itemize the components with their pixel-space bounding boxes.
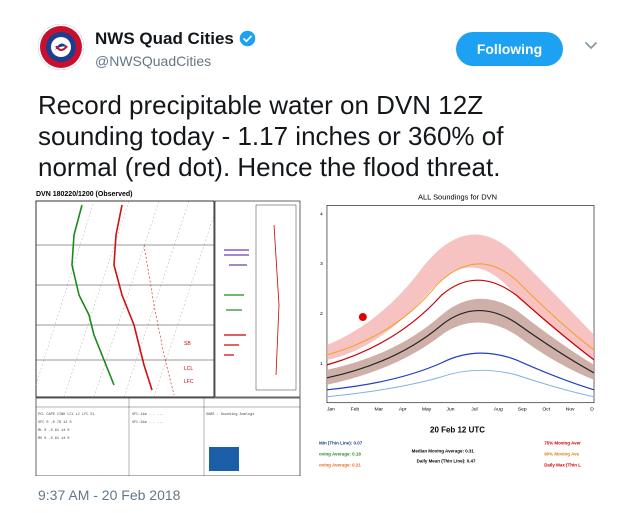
following-button[interactable]: Following xyxy=(456,32,563,66)
nws-logo-icon xyxy=(38,24,84,70)
tweet-text: Record precipitable water on DVN 12Z sou… xyxy=(38,90,598,183)
svg-text:SARS - Sounding Analogs: SARS - Sounding Analogs xyxy=(206,412,254,417)
legend-item: Min (Thin Line): 0.07 xyxy=(319,441,363,446)
avatar[interactable] xyxy=(38,24,84,70)
svg-text:LCL: LCL xyxy=(184,366,193,372)
y-tick-label: 3 xyxy=(320,261,323,267)
record-red-dot xyxy=(358,313,367,322)
legend-item: 75% Moving Aver xyxy=(544,441,581,446)
verified-badge-icon xyxy=(239,30,256,47)
tweet-header: NWS Quad Cities @NWSQuadCities Following xyxy=(38,24,598,74)
chart-title: ALL Soundings for DVN xyxy=(418,192,497,201)
legend-item: oving Average: 0.18 xyxy=(319,452,361,457)
svg-text:SFC-3km ... ...: SFC-3km ... ... xyxy=(132,420,164,425)
svg-text:PCL CAPE CINH LCL LI LFC: PCL CAPE CINH LCL LI LFC EL xyxy=(38,413,95,417)
svg-text:MU 0 -0 91 14 0: MU 0 -0 91 14 0 xyxy=(38,437,70,441)
month-label: Aug xyxy=(494,407,503,413)
month-label: Oct xyxy=(542,407,550,413)
y-tick-label: 1 xyxy=(320,361,323,367)
month-label: Nov xyxy=(566,407,575,413)
legend-item: oving Average: 0.21 xyxy=(319,463,361,468)
month-label: Mar xyxy=(374,407,383,413)
display-name[interactable]: NWS Quad Cities xyxy=(95,29,234,48)
month-label: Feb xyxy=(351,407,360,413)
tweet-text-line: sounding today - 1.17 inches or 360% of xyxy=(38,121,504,151)
sounding-title: DVN 180220/1200 (Observed) xyxy=(36,191,133,198)
tweet-text-line: normal (red dot). Hence the flood threat… xyxy=(38,152,501,182)
y-tick-label: 2 xyxy=(320,311,323,317)
month-label: D xyxy=(590,407,594,413)
user-handle[interactable]: @NWSQuadCities xyxy=(95,53,212,69)
svg-text:LFC: LFC xyxy=(184,379,194,385)
svg-text:SB: SB xyxy=(184,341,191,347)
month-label: Jun xyxy=(447,407,455,413)
precipitable-water-climatology-chart[interactable]: ALL Soundings for DVN 4 3 2 1 Jan Feb Ma… xyxy=(316,185,598,476)
sounding-skewt-image[interactable]: DVN 180220/1200 (Observed) SB LCL LFC xyxy=(34,185,316,476)
legend-item: Daily Mean (Thin Line): 0.47 xyxy=(417,459,476,464)
legend-item: Daily Max (Thin L xyxy=(544,463,581,468)
month-label: Apr xyxy=(399,407,407,413)
chart-date-label: 20 Feb 12 UTC xyxy=(430,426,485,435)
month-label: Jan xyxy=(327,407,335,413)
legend-item: Median Moving Average: 0.31 xyxy=(412,449,475,454)
svg-text:SFC-1km ... ...: SFC-1km ... ... xyxy=(132,412,164,417)
chevron-down-icon[interactable] xyxy=(583,38,599,54)
tweet-media[interactable]: DVN 180220/1200 (Observed) SB LCL LFC xyxy=(34,185,598,476)
svg-text:ML 0 -0 91 14 0: ML 0 -0 91 14 0 xyxy=(38,429,70,433)
legend-item: 90% Moving Ave xyxy=(544,452,579,457)
svg-text:SFC 0 -0 79 12 0: SFC 0 -0 79 12 0 xyxy=(38,421,72,425)
tweet-timestamp[interactable]: 9:37 AM - 20 Feb 2018 xyxy=(38,487,181,503)
month-label: Sep xyxy=(518,407,527,413)
y-tick-label: 4 xyxy=(320,211,323,217)
tweet-text-line: Record precipitable water on DVN 12Z xyxy=(38,90,484,120)
month-label: Jul xyxy=(471,407,477,413)
month-label: May xyxy=(422,407,432,413)
